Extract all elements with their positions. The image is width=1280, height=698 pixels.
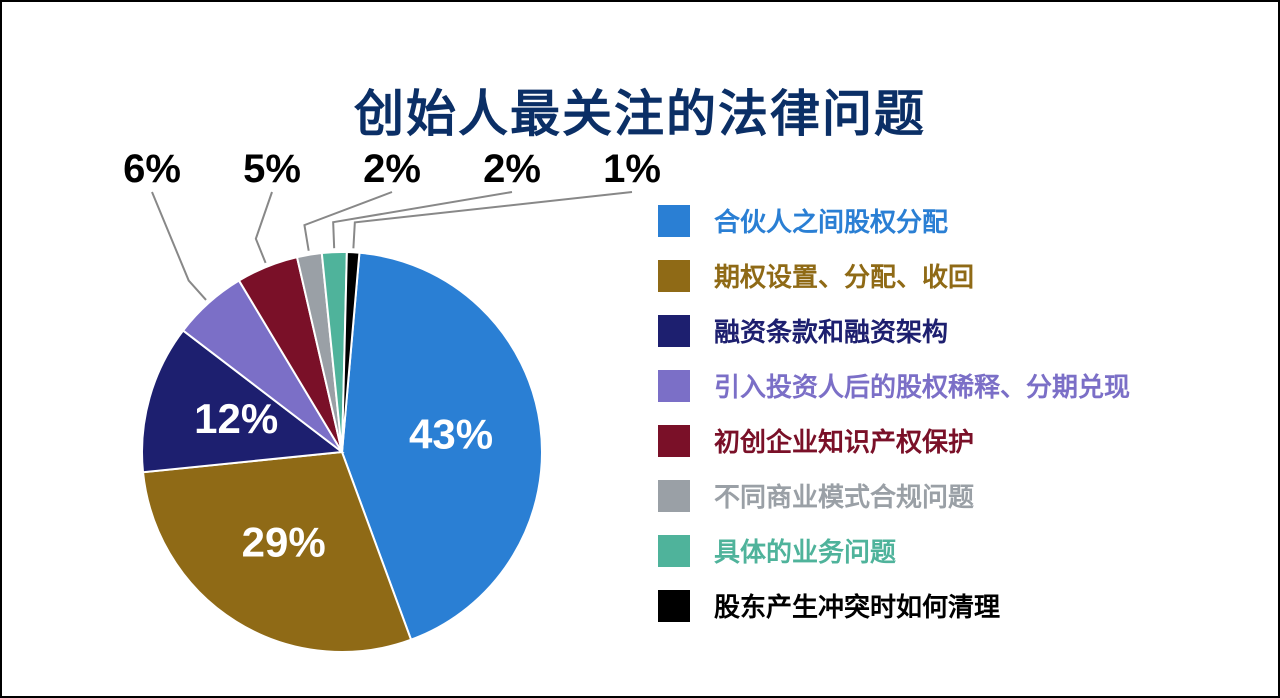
legend-item: 具体的业务问题 [658, 532, 1218, 569]
slice-value-label: 29% [242, 518, 326, 565]
legend-swatch [658, 260, 690, 292]
slice-value-label: 2% [483, 147, 541, 191]
legend-item: 引入投资人后的股权稀释、分期兑现 [658, 367, 1218, 404]
legend-label: 期权设置、分配、收回 [714, 257, 974, 294]
legend-swatch [658, 370, 690, 402]
legend-label: 融资条款和融资架构 [714, 312, 948, 349]
legend-swatch [658, 425, 690, 457]
legend-label: 股东产生冲突时如何清理 [714, 587, 1000, 624]
legend-label: 不同商业模式合规问题 [714, 477, 974, 514]
legend-item: 初创企业知识产权保护 [658, 422, 1218, 459]
legend-swatch [658, 315, 690, 347]
legend-label: 初创企业知识产权保护 [714, 422, 974, 459]
leader-line [304, 192, 392, 251]
leader-line [256, 192, 272, 263]
slice-value-label: 6% [123, 147, 181, 191]
slice-value-label: 2% [363, 147, 421, 191]
legend-item: 股东产生冲突时如何清理 [658, 587, 1218, 624]
legend-item: 期权设置、分配、收回 [658, 257, 1218, 294]
slice-value-label: 5% [243, 147, 301, 191]
legend: 合伙人之间股权分配期权设置、分配、收回融资条款和融资架构引入投资人后的股权稀释、… [658, 202, 1218, 642]
slice-value-label: 1% [603, 147, 661, 191]
legend-label: 具体的业务问题 [714, 532, 896, 569]
legend-item: 不同商业模式合规问题 [658, 477, 1218, 514]
legend-item: 合伙人之间股权分配 [658, 202, 1218, 239]
pie-svg: 43%29%12%6%5%2%2%1% [62, 142, 622, 682]
legend-swatch [658, 480, 690, 512]
legend-label: 引入投资人后的股权稀释、分期兑现 [714, 367, 1130, 404]
pie-chart: 43%29%12%6%5%2%2%1% [62, 142, 622, 682]
leader-line [152, 192, 206, 300]
legend-swatch [658, 590, 690, 622]
leader-line [353, 192, 632, 248]
slice-value-label: 43% [409, 411, 493, 458]
slice-value-label: 12% [194, 395, 278, 442]
legend-swatch [658, 205, 690, 237]
legend-swatch [658, 535, 690, 567]
leader-line [333, 192, 512, 248]
legend-label: 合伙人之间股权分配 [714, 202, 948, 239]
legend-item: 融资条款和融资架构 [658, 312, 1218, 349]
chart-title: 创始人最关注的法律问题 [2, 74, 1278, 146]
